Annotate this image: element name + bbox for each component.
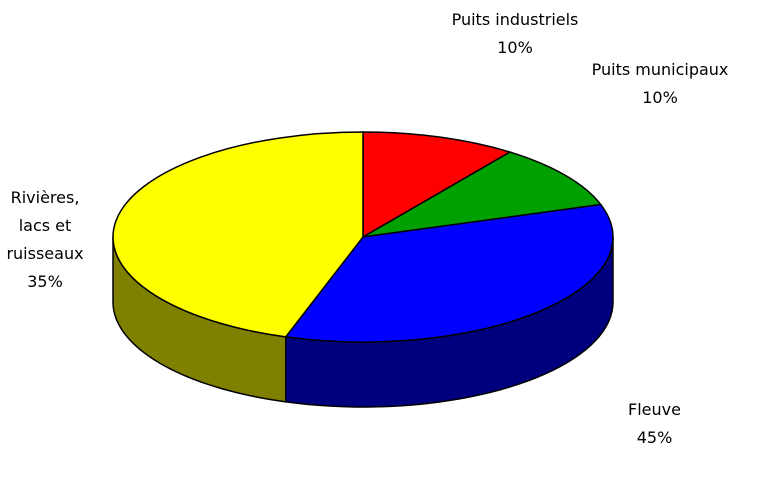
value-label: 10% — [497, 38, 533, 57]
category-name: Rivières, lacs et ruisseaux — [6, 188, 84, 263]
category-name: Puits municipaux — [591, 60, 729, 79]
value-label: 10% — [642, 88, 678, 107]
slice-label: Puits industriels 10% — [440, 6, 590, 62]
pie-slice — [362, 131, 512, 239]
category-name: Fleuve — [628, 400, 681, 419]
pie-slice — [112, 131, 364, 338]
slice-label: Fleuve 45% — [540, 396, 769, 452]
slice-label: Puits municipaux 10% — [575, 56, 745, 112]
category-name: Puits industriels — [451, 10, 579, 29]
slice-label: Rivières, lacs et ruisseaux 35% — [0, 184, 90, 296]
value-label: 35% — [27, 272, 63, 291]
value-label: 45% — [636, 428, 673, 447]
pie-slice — [362, 151, 603, 238]
pie-slice — [284, 203, 614, 343]
